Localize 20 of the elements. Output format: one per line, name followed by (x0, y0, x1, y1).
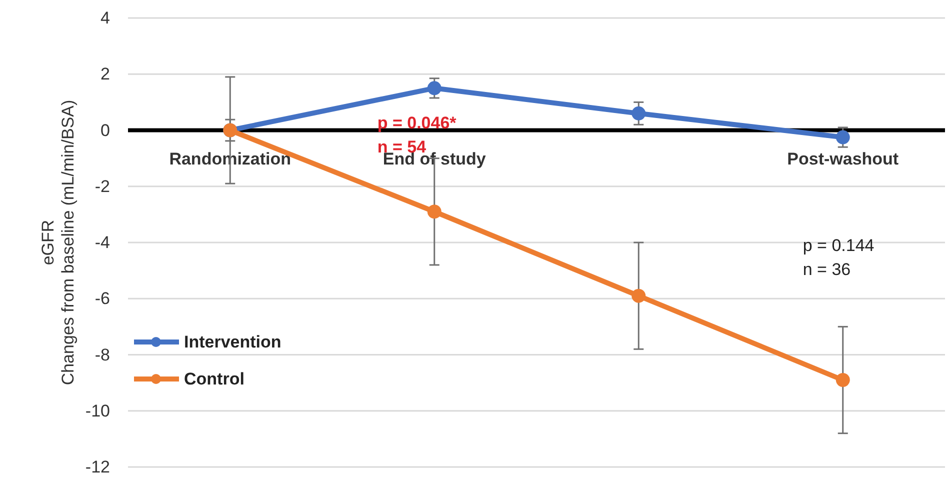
x-tick-label: Post-washout (787, 149, 899, 168)
legend-label: Control (184, 370, 244, 388)
y-tick-label: -12 (85, 458, 110, 476)
y-tick-label: -2 (94, 176, 110, 196)
y-tick-label: -4 (94, 233, 110, 252)
y-tick-label: 0 (100, 120, 110, 140)
annotation: p = 0.144 n = 36 (802, 236, 874, 279)
y-axis-title: eGFR Changes from baseline (mL/min/BSA) (38, 100, 78, 386)
point (836, 373, 850, 388)
y-tick-label: -8 (94, 345, 110, 364)
point (632, 288, 646, 303)
point (632, 106, 646, 120)
y-tick-label: -10 (85, 401, 110, 420)
y-tick-label: 4 (100, 8, 110, 28)
point (427, 81, 442, 96)
point (427, 204, 442, 219)
point (836, 130, 850, 144)
legend-label: Intervention (184, 332, 282, 352)
y-tick-label: 2 (100, 64, 110, 84)
y-tick-label: -6 (94, 289, 110, 308)
